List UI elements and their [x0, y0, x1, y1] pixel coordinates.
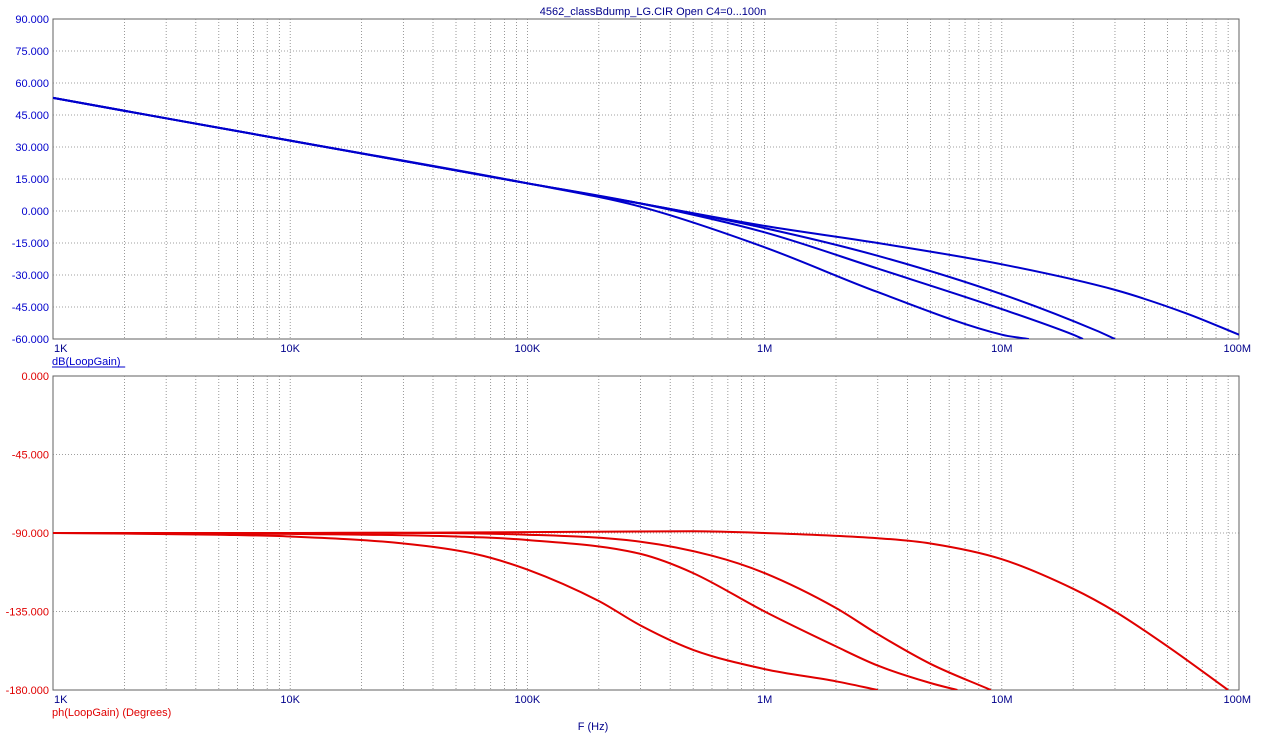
y-tick-label: 0.000: [21, 206, 49, 218]
x-tick-label: 1M: [757, 343, 772, 355]
y-tick-label: 90.000: [15, 14, 49, 26]
y-tick-label: -180.000: [6, 685, 49, 697]
x-tick-label: 100M: [1223, 343, 1251, 355]
y-tick-label: 60.000: [15, 78, 49, 90]
x-axis-label: F (Hz): [578, 721, 609, 733]
y-tick-label: -90.000: [12, 528, 49, 540]
phase-curve-2: [53, 532, 958, 690]
y-tick-label: -45.000: [12, 450, 49, 462]
phase-panel: 0.000 -45.000 -90.000 -135.000 -180.000 1K 10K…: [6, 371, 1251, 719]
y-tick-label: 30.000: [15, 142, 49, 154]
x-tick-label: 1K: [54, 343, 68, 355]
y-axis-label: dB(LoopGain): [52, 356, 121, 368]
y-tick-label: 75.000: [15, 46, 49, 58]
x-tick-label: 1K: [54, 694, 68, 706]
x-tick-label: 10M: [991, 343, 1012, 355]
y-tick-label: -60.000: [12, 334, 49, 346]
y-tick-label: -15.000: [12, 238, 49, 250]
y-tick-label: -135.000: [6, 607, 49, 619]
plot-frame: [52, 18, 1240, 340]
x-tick-label: 10K: [280, 694, 300, 706]
x-tick-label: 100M: [1223, 694, 1251, 706]
phase-curve-4: [53, 530, 1229, 690]
x-tick-label: 10K: [280, 343, 300, 355]
y-tick-label: -30.000: [12, 270, 49, 282]
y-tick-label: -45.000: [12, 302, 49, 314]
magnitude-panel: 90.000 75.000 60.000 45.000 30.000 15.000 0.00…: [12, 14, 1251, 368]
x-tick-label: 100K: [515, 694, 541, 706]
y-tick-label: 15.000: [15, 174, 49, 186]
y-tick-label: 45.000: [15, 110, 49, 122]
x-tick-label: 10M: [991, 694, 1012, 706]
x-tick-label: 100K: [515, 343, 541, 355]
magnitude-curve-4: [53, 96, 1239, 336]
x-tick-label: 1M: [757, 694, 772, 706]
y-axis-label: ph(LoopGain) (Degrees): [52, 707, 171, 719]
phase-curve-1: [53, 532, 879, 690]
chart-title: 4562_classBdump_LG.CIR Open C4=0...100n: [540, 6, 767, 18]
y-tick-label: 0.000: [21, 371, 49, 383]
